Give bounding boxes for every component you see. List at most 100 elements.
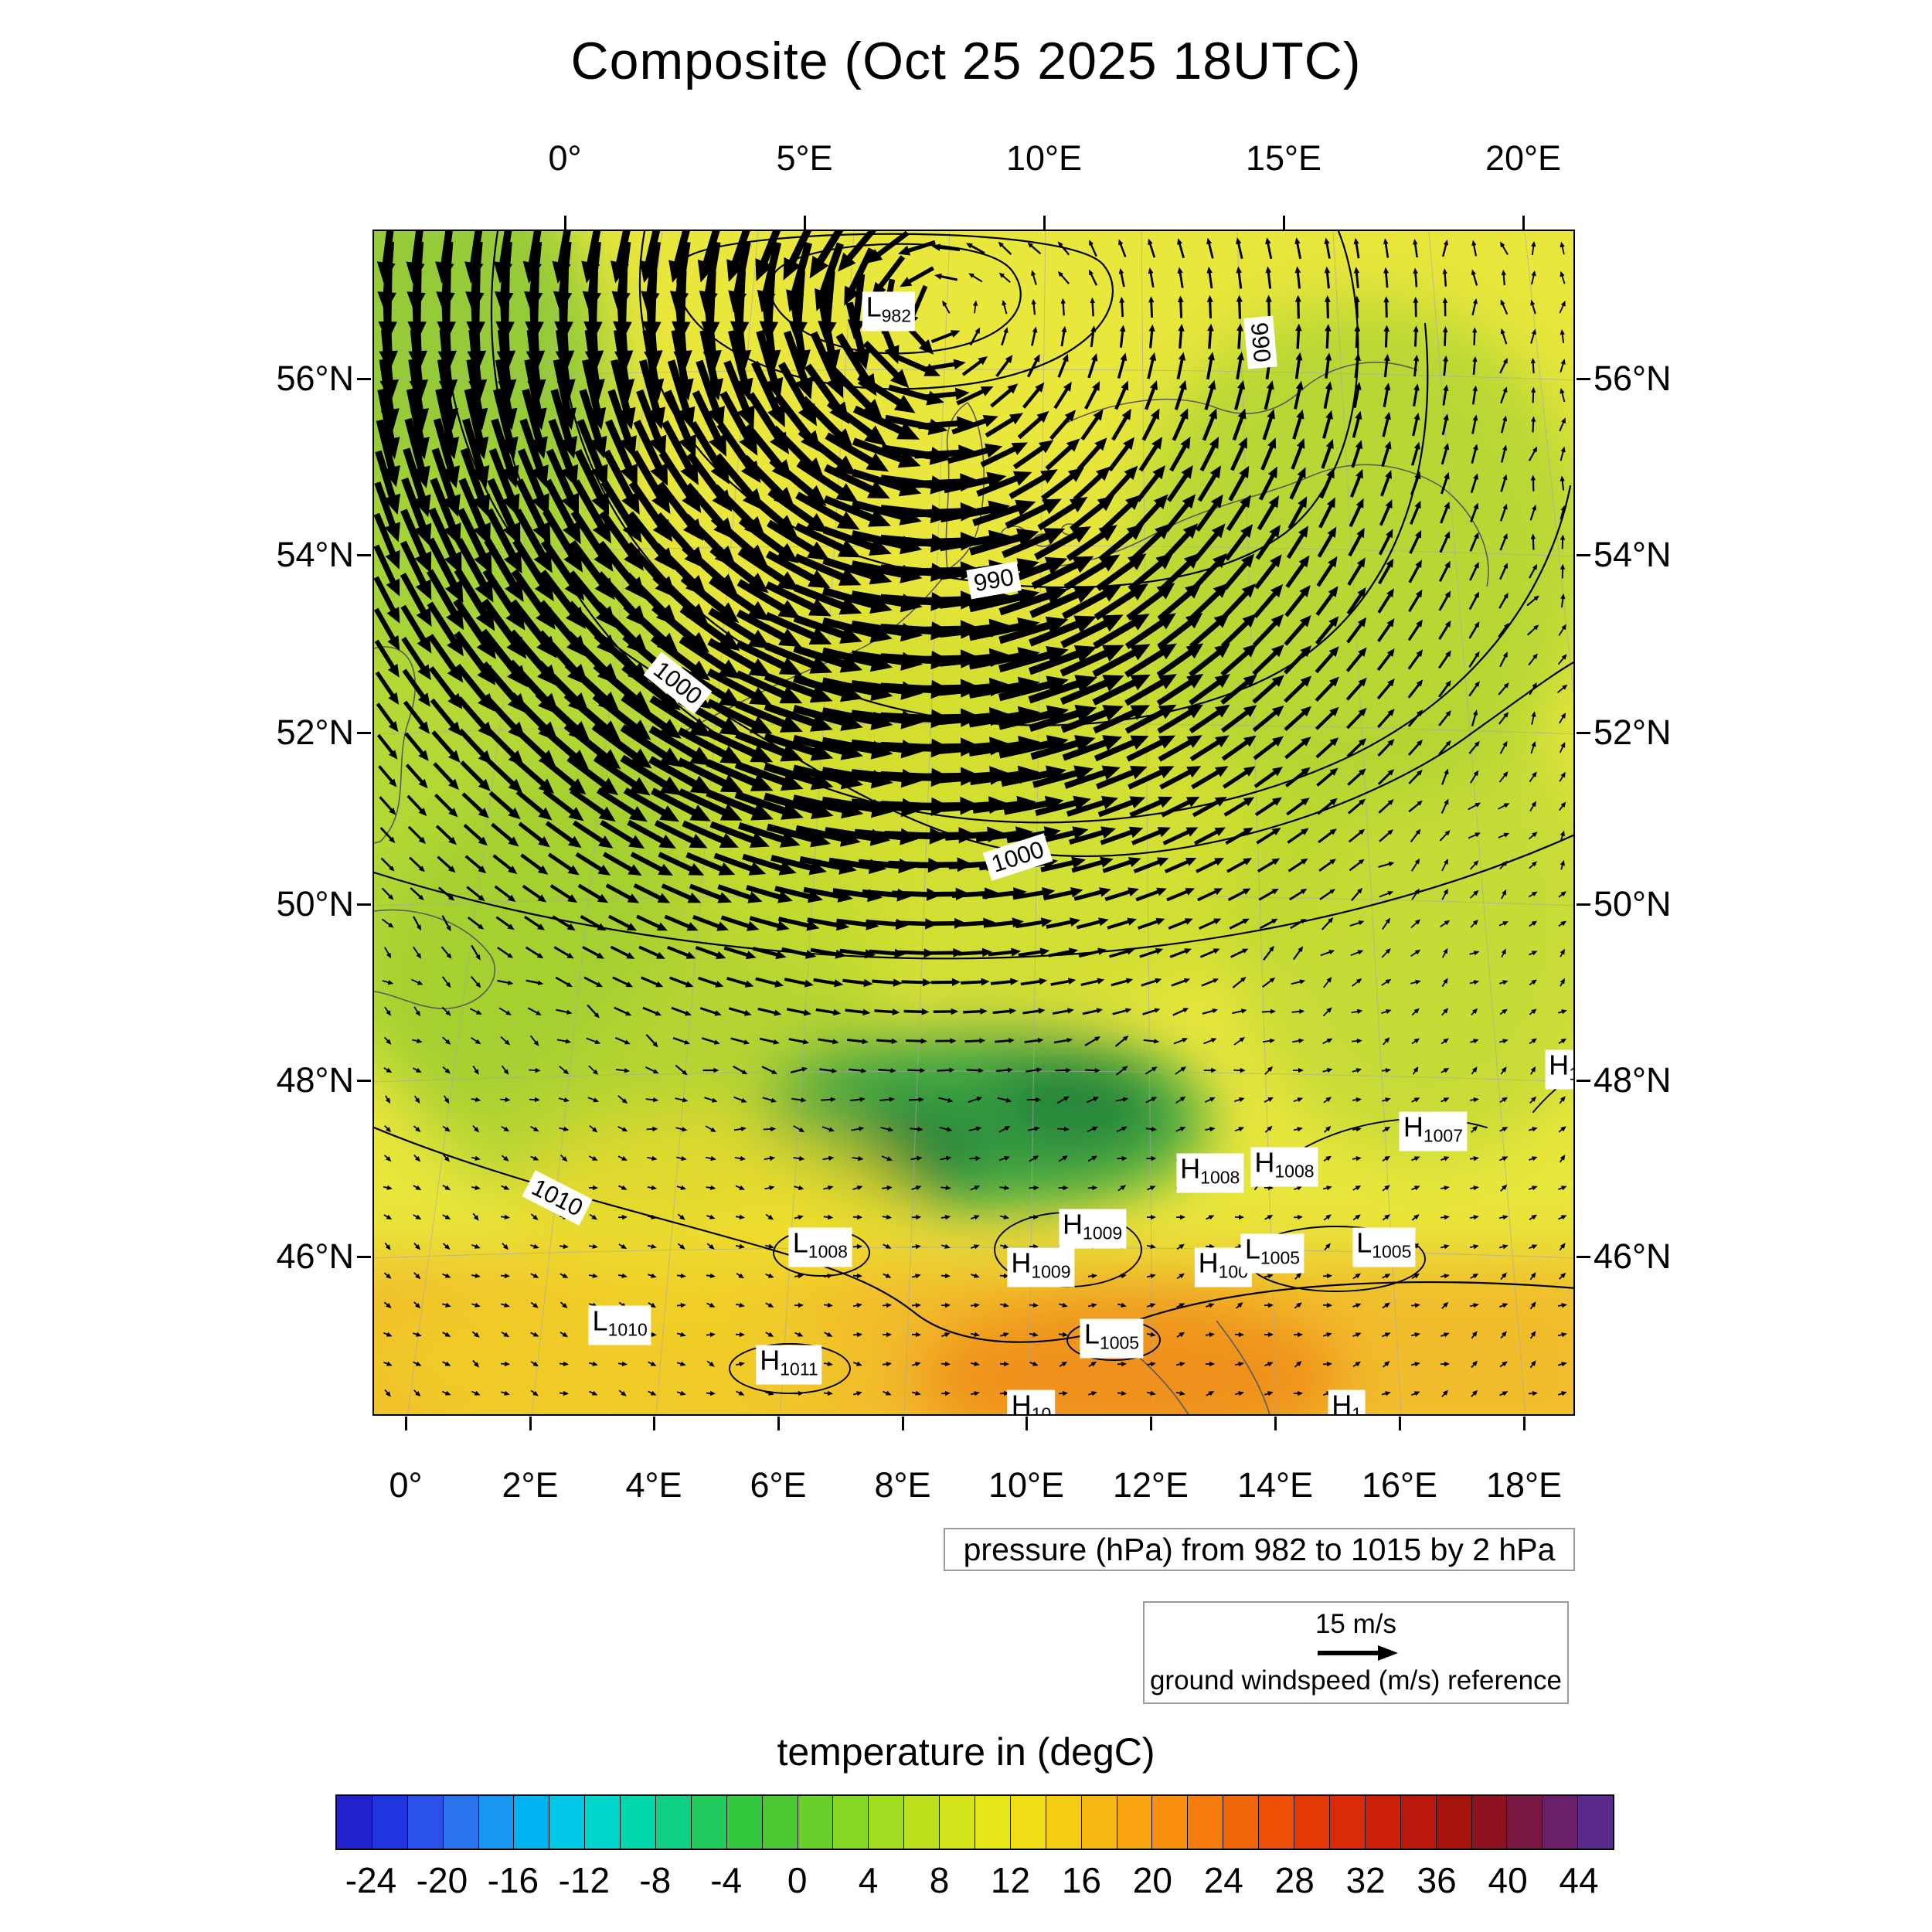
wind-arrow (734, 760, 789, 787)
wind-arrow-head (1328, 616, 1339, 628)
wind-arrow-head (389, 808, 396, 815)
wind-arrow (793, 675, 848, 698)
wind-arrow-head (1185, 613, 1203, 629)
wind-arrow (1559, 304, 1565, 314)
wind-arrow (1150, 301, 1154, 318)
wind-arrow-head (655, 981, 664, 988)
wind-arrow (852, 437, 906, 464)
wind-arrow-head (1414, 888, 1420, 895)
wind-arrow (1227, 889, 1247, 902)
wind-arrow (1022, 1009, 1041, 1015)
wind-arrow-head (568, 807, 584, 821)
wind-arrow-head (1148, 238, 1153, 245)
wind-arrow (1414, 330, 1417, 347)
wind-arrow-head (713, 1039, 720, 1045)
wind-arrow (1069, 501, 1107, 532)
wind-arrow-head (1354, 353, 1361, 361)
wind-arrow (376, 419, 396, 473)
wind-arrow (1138, 443, 1159, 472)
wind-arrow-head (998, 241, 1004, 247)
wind-arrow (1441, 892, 1447, 900)
wind-arrow (549, 884, 573, 900)
wind-arrow-head (1560, 742, 1566, 748)
wind-arrow (1469, 536, 1478, 552)
wind-arrow (400, 509, 428, 560)
wind-arrow (440, 946, 450, 957)
wind-arrow (1413, 243, 1418, 258)
wind-arrow-head (1057, 270, 1063, 277)
wind-arrow (746, 885, 783, 900)
wind-arrow-head (1413, 441, 1420, 450)
wind-arrow (1469, 566, 1478, 581)
wind-arrow-head (1064, 410, 1077, 422)
wind-arrow-head (1093, 409, 1104, 421)
wind-arrow (1252, 709, 1279, 733)
wind-arrow-head (1473, 502, 1479, 509)
wind-arrow (1041, 472, 1077, 501)
wind-arrow (713, 852, 755, 872)
wind-arrow (583, 976, 600, 986)
wind-arrow (630, 852, 665, 873)
wind-arrow (995, 359, 1010, 377)
wind-arrow (1206, 358, 1213, 380)
wind-arrow-head (475, 982, 481, 988)
wind-arrow-head (1270, 614, 1284, 628)
wind-arrow-head (1240, 977, 1247, 982)
wind-arrow (671, 1006, 688, 1015)
wind-arrow-head (418, 808, 427, 817)
wind-arrow-head (596, 952, 604, 959)
wind-arrow (696, 359, 721, 414)
wind-arrow (1003, 800, 1051, 815)
wind-arrow (939, 682, 995, 696)
wind-arrow-head (750, 774, 774, 791)
wind-arrow (442, 1036, 448, 1043)
wind-arrow-head (1182, 1008, 1189, 1013)
wind-arrow-head (566, 952, 574, 959)
wind-arrow-head (1560, 270, 1565, 277)
wind-arrow-head (1185, 858, 1197, 866)
wind-arrow-head (1012, 471, 1032, 486)
wind-arrow (1223, 799, 1249, 817)
wind-arrow (857, 373, 904, 408)
wind-arrow (1378, 801, 1392, 814)
wind-arrow (1407, 713, 1421, 727)
wind-arrow (759, 1037, 776, 1043)
wind-arrow (1101, 501, 1134, 532)
wind-arrow-head (656, 951, 665, 959)
wind-arrow (1472, 273, 1478, 286)
wind-arrow (582, 359, 602, 415)
wind-arrow-head (1413, 413, 1420, 420)
wind-arrow (1377, 593, 1392, 614)
bottom-lon-label: 4°E (625, 1465, 682, 1505)
wind-arrow (994, 1039, 1011, 1043)
pressure-center-label: L1005 (1080, 1318, 1144, 1359)
wind-arrow-head (1326, 1038, 1333, 1043)
wind-arrow-head (747, 891, 763, 903)
wind-arrow-head (1443, 413, 1449, 421)
wind-arrow-head (537, 923, 546, 930)
wind-arrow (708, 607, 759, 644)
wind-arrow-head (808, 598, 832, 617)
wind-arrow (621, 663, 670, 703)
wind-arrow-head (1384, 383, 1391, 391)
wind-arrow-head (951, 978, 961, 986)
wind-arrow (1321, 445, 1332, 469)
wind-arrow (471, 944, 479, 957)
wind-arrow (1350, 951, 1360, 957)
wind-arrow-head (538, 836, 550, 848)
wind-arrow-head (1472, 1008, 1478, 1014)
wind-arrow-head (1383, 353, 1390, 362)
wind-arrow (1348, 831, 1362, 843)
wind-arrow-head (1383, 238, 1389, 245)
wind-arrow-head (931, 243, 940, 251)
wind-arrow (1345, 651, 1364, 672)
wind-arrow (1532, 420, 1535, 433)
wind-arrow-head (1243, 705, 1257, 717)
wind-arrow (1230, 444, 1246, 471)
temperature-colorbar (335, 1794, 1614, 1850)
wind-arrow (723, 360, 751, 414)
wind-arrow (1444, 272, 1447, 287)
wind-arrow (1560, 509, 1564, 520)
wind-arrow-head (1155, 553, 1173, 570)
wind-arrow (1193, 829, 1219, 845)
